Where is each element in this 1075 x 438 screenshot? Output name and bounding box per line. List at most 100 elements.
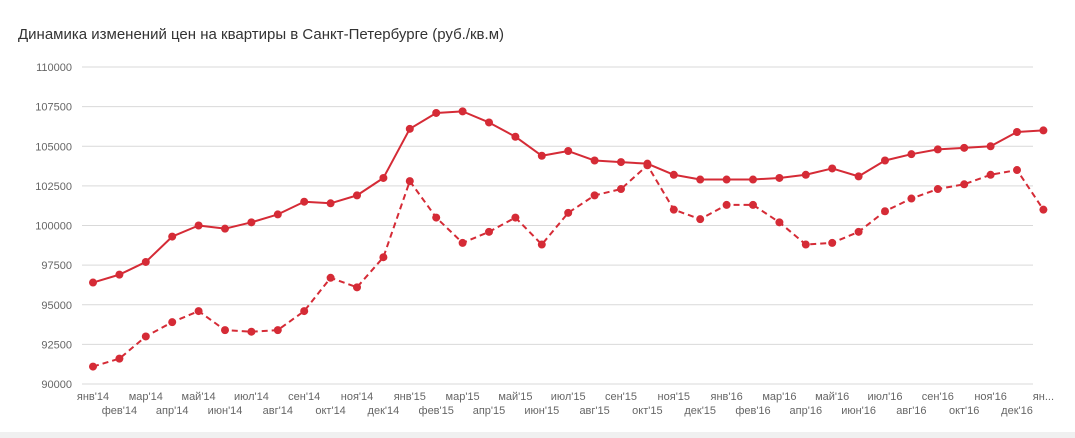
data-point[interactable] <box>511 213 520 222</box>
data-point[interactable] <box>326 199 335 208</box>
data-point[interactable] <box>669 170 678 179</box>
data-point[interactable] <box>881 207 889 216</box>
data-point[interactable] <box>749 175 757 184</box>
data-point[interactable] <box>960 180 969 189</box>
x-tick-label: июл'15 <box>551 391 586 403</box>
data-point[interactable] <box>933 145 942 154</box>
data-point[interactable] <box>986 142 995 151</box>
x-tick-label: сен'14 <box>288 391 320 403</box>
chart-title: Динамика изменений цен на квартиры в Сан… <box>18 26 504 43</box>
data-point[interactable] <box>273 210 282 219</box>
data-point[interactable] <box>537 240 546 249</box>
y-tick-label: 97500 <box>41 260 72 272</box>
data-point[interactable] <box>168 232 177 241</box>
data-point[interactable] <box>907 150 916 159</box>
x-tick-label: сен'15 <box>605 391 637 403</box>
data-point[interactable] <box>1013 127 1021 136</box>
x-tick-label: авг'14 <box>263 405 293 417</box>
data-point[interactable] <box>617 158 625 167</box>
data-point[interactable] <box>722 200 731 209</box>
data-point[interactable] <box>907 194 916 203</box>
data-point[interactable] <box>854 172 863 181</box>
data-point[interactable] <box>590 156 599 165</box>
x-tick-label: фев'15 <box>419 405 454 417</box>
data-point[interactable] <box>194 307 203 316</box>
data-point[interactable] <box>1039 205 1048 214</box>
data-point[interactable] <box>115 354 124 363</box>
data-point[interactable] <box>775 218 784 227</box>
data-point[interactable] <box>405 177 414 186</box>
data-point[interactable] <box>300 197 309 206</box>
data-point[interactable] <box>247 327 256 336</box>
data-point[interactable] <box>537 151 546 160</box>
data-point[interactable] <box>458 107 467 116</box>
data-point[interactable] <box>960 143 969 152</box>
x-tick-label: дек'15 <box>684 405 716 417</box>
data-point[interactable] <box>89 278 97 287</box>
x-tick-label: мар'16 <box>762 391 796 403</box>
data-point[interactable] <box>194 221 203 230</box>
data-point[interactable] <box>353 283 361 292</box>
x-tick-label: ноя'16 <box>974 391 1006 403</box>
x-tick-label: апр'15 <box>473 405 506 417</box>
data-point[interactable] <box>353 191 361 200</box>
data-point[interactable] <box>221 326 229 335</box>
data-point[interactable] <box>986 170 995 179</box>
data-point[interactable] <box>669 205 678 214</box>
data-point[interactable] <box>775 173 784 182</box>
data-point[interactable] <box>1013 166 1021 175</box>
data-point[interactable] <box>379 253 388 262</box>
data-point[interactable] <box>247 218 256 227</box>
data-point[interactable] <box>564 147 573 156</box>
data-point[interactable] <box>801 170 810 179</box>
data-point[interactable] <box>564 208 573 217</box>
data-point[interactable] <box>828 164 837 173</box>
x-tick-label: июн'15 <box>524 405 559 417</box>
data-point[interactable] <box>432 213 441 222</box>
data-point[interactable] <box>458 238 467 247</box>
data-point[interactable] <box>854 227 863 236</box>
x-tick-label: дек'16 <box>1001 405 1033 417</box>
data-point[interactable] <box>511 132 520 141</box>
data-point[interactable] <box>1039 126 1048 135</box>
data-point[interactable] <box>141 332 150 341</box>
data-point[interactable] <box>115 270 124 279</box>
data-point[interactable] <box>590 191 599 200</box>
data-point[interactable] <box>696 215 705 224</box>
y-tick-label: 105000 <box>35 141 72 153</box>
x-tick-label: июл'14 <box>234 391 269 403</box>
data-point[interactable] <box>141 257 150 266</box>
x-axis: янв'14 фев'14 мар'14 апр'14 май'14 июн'14 июл'… <box>77 391 1054 417</box>
data-point[interactable] <box>881 156 889 165</box>
data-point[interactable] <box>89 362 97 371</box>
data-point[interactable] <box>643 161 652 170</box>
data-point[interactable] <box>432 108 441 117</box>
x-tick-label: авг'16 <box>896 405 926 417</box>
data-point[interactable] <box>168 318 177 327</box>
data-point[interactable] <box>801 240 810 249</box>
data-point[interactable] <box>485 118 493 127</box>
x-tick-label: мар'14 <box>129 391 163 403</box>
x-tick-label: янв'15 <box>394 391 426 403</box>
data-point[interactable] <box>485 227 493 236</box>
data-point[interactable] <box>722 175 731 184</box>
data-point[interactable] <box>273 326 282 335</box>
data-point[interactable] <box>933 185 942 194</box>
y-tick-label: 107500 <box>35 102 72 114</box>
x-tick-label: июн'14 <box>208 405 243 417</box>
data-point[interactable] <box>221 224 229 233</box>
data-point[interactable] <box>828 238 837 247</box>
x-tick-label: фев'16 <box>735 405 770 417</box>
y-tick-label: 95000 <box>41 300 72 312</box>
data-point[interactable] <box>300 307 309 316</box>
y-tick-label: 102500 <box>35 181 72 193</box>
x-tick-label: июн'16 <box>841 405 876 417</box>
data-point[interactable] <box>379 173 388 182</box>
x-tick-label: дек'14 <box>368 405 400 417</box>
data-point[interactable] <box>617 185 625 194</box>
data-point[interactable] <box>405 124 414 133</box>
data-point[interactable] <box>696 175 705 184</box>
data-point[interactable] <box>749 200 757 209</box>
data-point[interactable] <box>326 273 335 282</box>
